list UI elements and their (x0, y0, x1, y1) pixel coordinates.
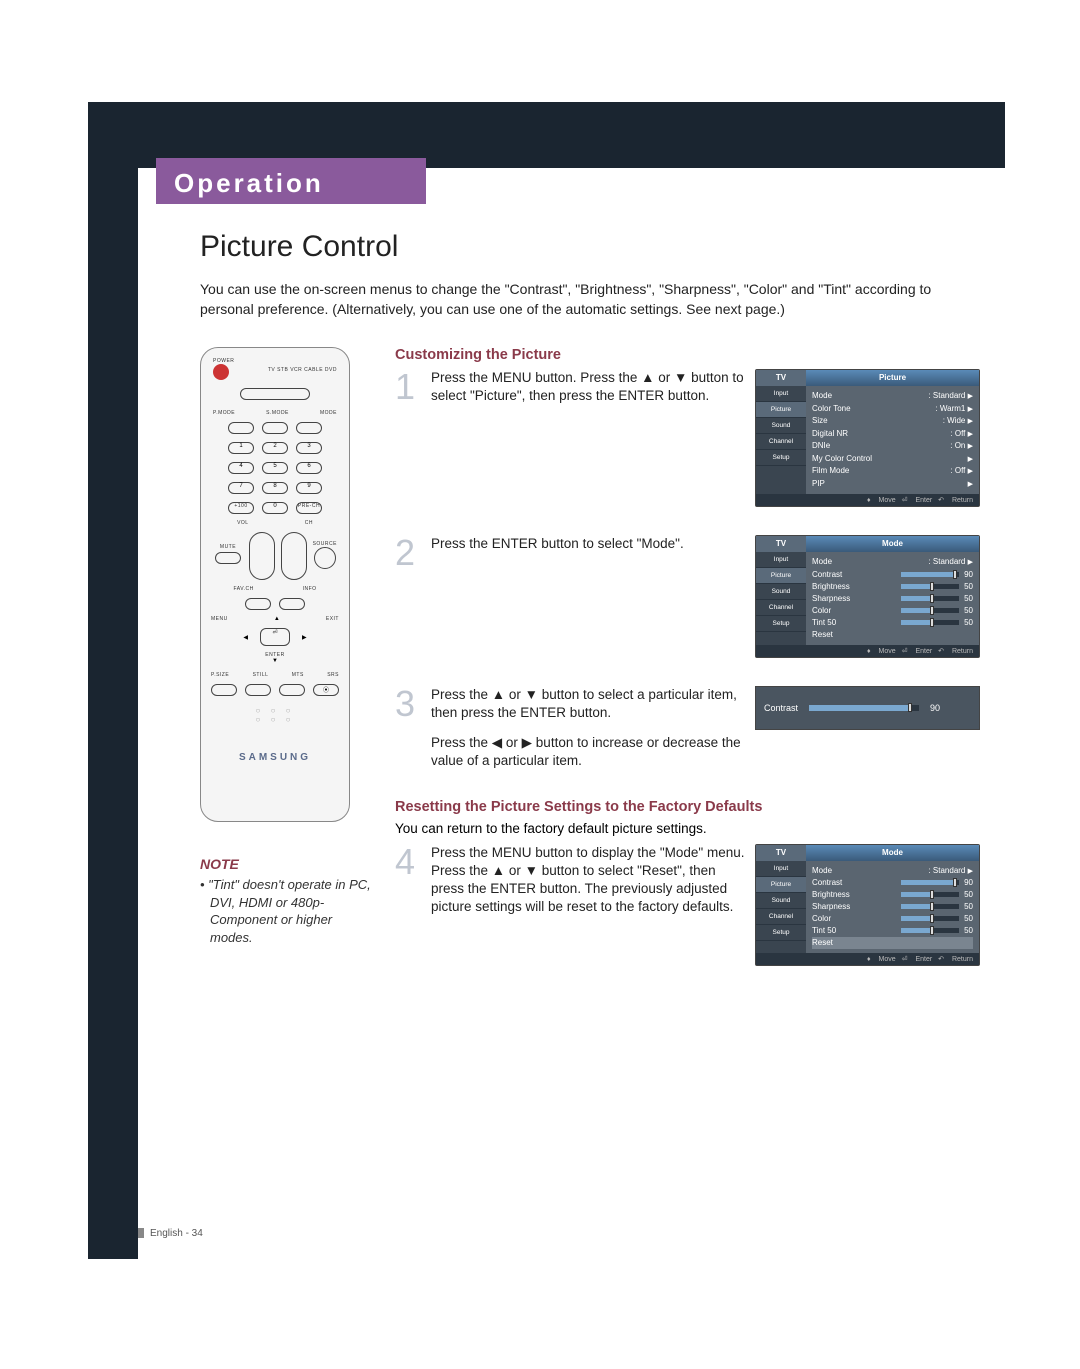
step-3-text: Press the ▲ or ▼ button to select a part… (431, 686, 745, 771)
osd-sidebar-item: Setup (756, 450, 806, 466)
osd-sidebar-item: Input (756, 386, 806, 402)
step-2: 2 Press the ENTER button to select "Mode… (395, 535, 980, 658)
osd-slider-row: Color 50 (812, 913, 973, 925)
step-number: 1 (395, 369, 421, 405)
section1-heading: Customizing the Picture (395, 347, 980, 363)
device-row: TV STB VCR CABLE DVD (268, 358, 337, 380)
manual-page: Operation Picture Control You can use th… (0, 0, 1080, 1369)
osd-sidebar-item: Sound (756, 893, 806, 909)
osd-menu-row: Mode: Standard ▶ (812, 390, 973, 403)
osd-slider-row: Color 50 (812, 605, 973, 617)
step-1-text: Press the MENU button. Press the ▲ or ▼ … (431, 369, 745, 405)
page-title: Picture Control (200, 230, 980, 264)
osd-menu-row: Digital NR: Off ▶ (812, 428, 973, 441)
power-label: POWER (213, 358, 234, 364)
step-4: 4 Press the MENU button to display the "… (395, 844, 980, 967)
brand-label: SAMSUNG (209, 752, 341, 763)
osd-sidebar-item: Picture (756, 877, 806, 893)
power-icon (213, 364, 229, 380)
step-2-text: Press the ENTER button to select "Mode". (431, 535, 745, 553)
osd-reset-row: Reset (812, 629, 973, 641)
osd-sidebar-item: Picture (756, 402, 806, 418)
osd-menu-row: DNIe: On ▶ (812, 440, 973, 453)
osd-sidebar-item: Sound (756, 584, 806, 600)
osd-sidebar-item: Input (756, 861, 806, 877)
osd-slider-row: Brightness 50 (812, 889, 973, 901)
osd-reset-menu: TVMode InputPictureSoundChannelSetup Mod… (755, 844, 980, 967)
osd-menu-row: Color Tone: Warm1 ▶ (812, 403, 973, 416)
osd-sidebar-item: Sound (756, 418, 806, 434)
step-3: 3 Press the ▲ or ▼ button to select a pa… (395, 686, 980, 771)
osd-menu-row: Film Mode: Off ▶ (812, 465, 973, 478)
osd-slider-row: Tint 50 50 (812, 925, 973, 937)
osd-picture-menu: TVPicture InputPictureSoundChannelSetup … (755, 369, 980, 507)
osd-slider-row: Sharpness 50 (812, 901, 973, 913)
osd-slider-row: Brightness 50 (812, 581, 973, 593)
osd-slider-row: Tint 50 50 (812, 617, 973, 629)
osd-sidebar-item: Input (756, 552, 806, 568)
step-1: 1 Press the MENU button. Press the ▲ or … (395, 369, 980, 507)
osd-contrast-slider: Contrast 90 (755, 686, 980, 730)
note-title: NOTE (200, 856, 375, 872)
osd-menu-row: PIP ▶ (812, 478, 973, 491)
osd-menu-row: Size: Wide ▶ (812, 415, 973, 428)
step-4-text: Press the MENU button to display the "Mo… (431, 844, 745, 917)
osd-sidebar-item: Channel (756, 434, 806, 450)
note-block: NOTE • "Tint" doesn't operate in PC, DVI… (200, 856, 375, 946)
osd-sidebar-item: Channel (756, 909, 806, 925)
osd-slider-row: Contrast 90 (812, 877, 973, 889)
remote-illustration: POWER TV STB VCR CABLE DVD P.MODE S.MODE… (200, 347, 350, 822)
step-number: 4 (395, 844, 421, 880)
osd-reset-row: Reset (812, 937, 973, 949)
osd-sidebar-item: Setup (756, 925, 806, 941)
osd-slider-row: Sharpness 50 (812, 593, 973, 605)
osd-menu-row: My Color Control ▶ (812, 453, 973, 466)
step-number: 3 (395, 686, 421, 722)
osd-slider-row: Contrast 90 (812, 569, 973, 581)
page-intro: You can use the on-screen menus to chang… (200, 280, 980, 319)
section2-intro: You can return to the factory default pi… (395, 821, 980, 836)
note-text: • "Tint" doesn't operate in PC, DVI, HDM… (200, 876, 375, 946)
content-area: Picture Control You can use the on-scree… (200, 230, 980, 994)
section2-heading: Resetting the Picture Settings to the Fa… (395, 799, 980, 815)
side-frame (88, 102, 138, 1259)
page-footer: English - 34 (138, 1228, 203, 1239)
osd-sidebar-item: Picture (756, 568, 806, 584)
osd-sidebar-item: Setup (756, 616, 806, 632)
osd-sidebar-item: Channel (756, 600, 806, 616)
osd-mode-menu: TVMode InputPictureSoundChannelSetup Mod… (755, 535, 980, 658)
step-number: 2 (395, 535, 421, 571)
chapter-badge: Operation (156, 158, 426, 204)
